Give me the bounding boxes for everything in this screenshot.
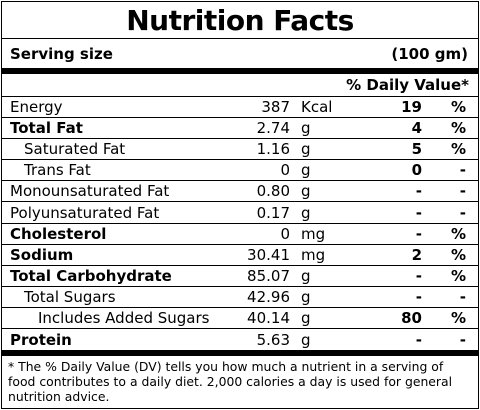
nutrient-daily-value: - [415,224,422,243]
nutrient-daily-value: - [415,266,422,285]
nutrient-name: Energy [10,98,63,117]
nutrient-name: Trans Fat [24,161,91,180]
nutrient-unit: g [301,287,311,306]
serving-size-row: Serving size (100 gm) [2,39,478,68]
nutrient-amount: 0 [280,224,290,243]
nutrient-name: Sodium [10,245,74,264]
nutrient-percent-sign: % [450,308,466,327]
nutrient-row-total-carbohydrate: Total Carbohydrate 85.07 g - % [2,266,478,287]
nutrient-daily-value: - [415,182,422,201]
nutrient-row-cholesterol: Cholesterol 0 mg - % [2,224,478,245]
nutrient-name: Total Sugars [24,287,116,306]
nutrient-unit: g [301,308,311,327]
nutrient-unit: Kcal [301,98,333,117]
nutrient-row-monounsaturated-fat: Monounsaturated Fat 0.80 g - - [2,181,478,203]
nutrient-row-total-fat: Total Fat 2.74 g 4 % [2,118,478,140]
daily-value-header: % Daily Value* [2,74,478,97]
serving-size-amount: (100 gm) [391,44,468,63]
label-title: Nutrition Facts [2,2,478,39]
nutrient-amount: 40.14 [247,308,290,327]
nutrient-amount: 0.17 [256,203,290,222]
nutrient-name: Protein [10,330,72,349]
nutrient-unit: g [301,182,311,201]
nutrient-row-energy: Energy 387 Kcal 19 % [2,97,478,119]
nutrient-name: Cholesterol [10,224,107,243]
nutrient-amount: 85.07 [247,266,290,285]
nutrient-unit: g [301,203,311,222]
nutrient-name: Total Fat [10,119,83,138]
nutrient-unit: mg [301,245,326,264]
nutrient-row-protein: Protein 5.63 g - - [2,329,478,350]
nutrient-unit: mg [301,224,326,243]
nutrient-amount: 387 [261,98,290,117]
nutrient-amount: 0 [280,161,290,180]
nutrient-unit: g [301,266,311,285]
nutrient-name: Total Carbohydrate [10,266,172,285]
nutrient-row-total-sugars: Total Sugars 42.96 g - - [2,287,478,308]
nutrient-percent-sign: % [450,245,466,264]
nutrient-daily-value: 2 [411,245,422,264]
nutrient-row-polyunsaturated-fat: Polyunsaturated Fat 0.17 g - - [2,202,478,224]
nutrient-name: Monounsaturated Fat [10,182,170,201]
nutrient-rows: Energy 387 Kcal 19 % Total Fat 2.74 g 4 … [2,97,478,350]
nutrient-percent-sign: - [459,182,466,201]
nutrient-name: Saturated Fat [24,140,126,159]
nutrient-amount: 42.96 [247,287,290,306]
nutrient-amount: 1.16 [256,140,290,159]
nutrient-unit: g [301,330,311,349]
nutrient-daily-value: - [415,287,422,306]
nutrient-amount: 2.74 [256,119,290,138]
nutrient-amount: 30.41 [247,245,290,264]
nutrient-name: Includes Added Sugars [38,308,210,327]
nutrient-daily-value: 19 [401,98,422,117]
nutrient-percent-sign: - [459,161,466,180]
nutrient-unit: g [301,119,311,138]
daily-value-footnote: * The % Daily Value (DV) tells you how m… [2,350,478,404]
nutrient-daily-value: 4 [411,119,422,138]
nutrient-amount: 5.63 [256,330,290,349]
serving-size-label: Serving size [10,44,113,63]
nutrient-name: Polyunsaturated Fat [10,203,160,222]
nutrient-percent-sign: % [450,224,466,243]
nutrient-percent-sign: - [459,287,466,306]
nutrient-daily-value: 80 [401,308,422,327]
nutrient-daily-value: - [415,330,422,349]
nutrient-unit: g [301,161,311,180]
nutrient-amount: 0.80 [256,182,290,201]
nutrient-percent-sign: % [450,266,466,285]
thick-divider [2,68,478,74]
nutrient-percent-sign: - [459,203,466,222]
nutrient-daily-value: 5 [411,140,422,159]
nutrient-percent-sign: - [459,330,466,349]
nutrient-percent-sign: % [450,119,466,138]
nutrient-row-sodium: Sodium 30.41 mg 2 % [2,245,478,266]
nutrient-row-saturated-fat: Saturated Fat 1.16 g 5 % [2,139,478,161]
nutrient-unit: g [301,140,311,159]
nutrient-daily-value: 0 [411,161,422,180]
nutrient-row-added-sugars: Includes Added Sugars 40.14 g 80 % [2,308,478,330]
nutrient-row-trans-fat: Trans Fat 0 g 0 - [2,160,478,182]
nutrient-daily-value: - [415,203,422,222]
nutrient-percent-sign: % [450,140,466,159]
nutrient-percent-sign: % [450,98,466,117]
